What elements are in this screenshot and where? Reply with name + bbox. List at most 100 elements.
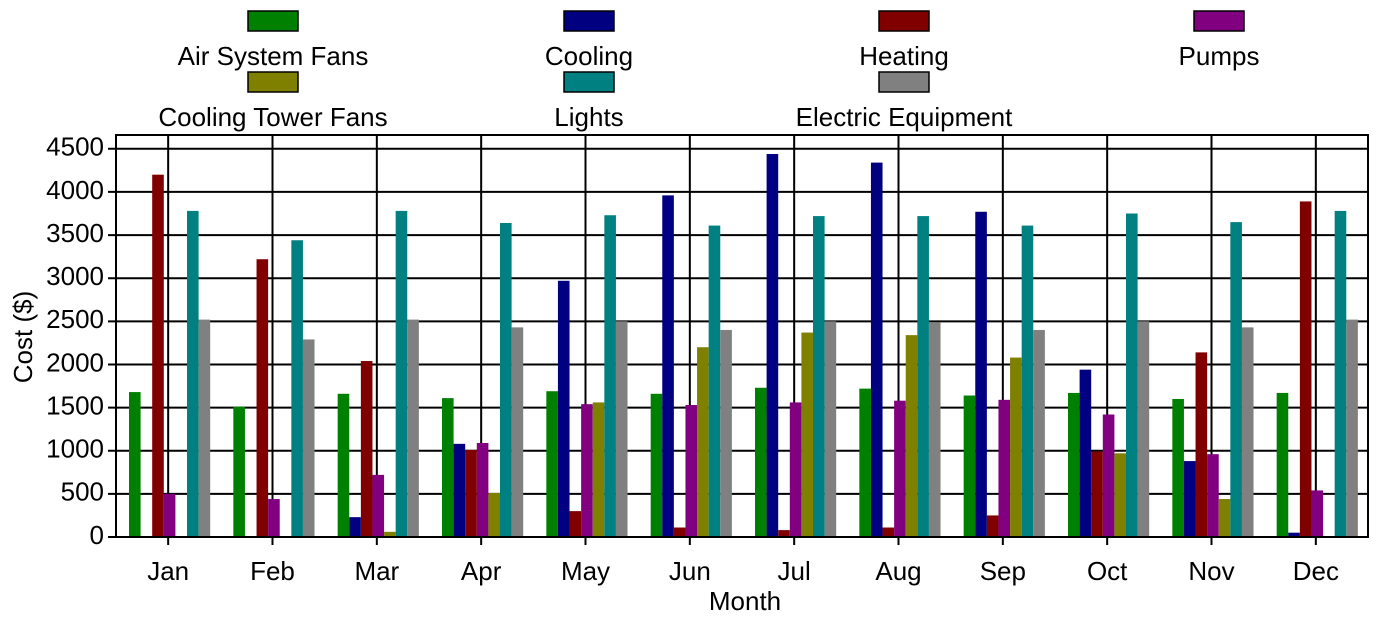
x-tick-label: Nov [1188, 556, 1234, 586]
bar [789, 402, 802, 537]
bar [778, 530, 790, 537]
bar [963, 395, 976, 537]
bar [894, 400, 906, 537]
bar [187, 210, 199, 537]
bar [546, 391, 558, 537]
x-tick-label: Feb [250, 556, 295, 586]
y-tick-label: 2000 [46, 347, 104, 377]
x-tick-label: Oct [1087, 556, 1128, 586]
bar [453, 443, 466, 537]
plot-frame [115, 134, 1369, 538]
bar [1033, 329, 1045, 537]
x-tick-label: Jan [147, 556, 189, 586]
x-axis-label: Month [709, 586, 781, 616]
bar [395, 210, 408, 537]
bar [905, 335, 918, 537]
bar [1241, 327, 1254, 537]
x-tick-label: Aug [875, 556, 921, 586]
y-tick-label: 3000 [46, 261, 104, 291]
bar [1276, 392, 1289, 537]
bar [407, 319, 419, 537]
bar [708, 225, 721, 537]
bar [129, 392, 141, 537]
legend-label: Lights [554, 102, 623, 132]
y-tick-label: 2500 [46, 304, 104, 334]
legend-swatch [247, 71, 299, 93]
bar [604, 215, 616, 537]
bar [1102, 414, 1115, 537]
bar [859, 388, 871, 537]
y-tick-label: 3500 [46, 218, 104, 248]
x-tick-label: Apr [461, 556, 502, 586]
bar [198, 319, 211, 537]
bar [1126, 213, 1138, 538]
x-tick-label: Mar [354, 556, 399, 586]
bar [673, 527, 686, 537]
bar [372, 474, 385, 537]
bar [233, 406, 245, 537]
legend-label: Cooling Tower Fans [158, 102, 387, 132]
bar [1230, 222, 1242, 537]
bar [813, 216, 825, 537]
legend-label: Electric Equipment [796, 102, 1014, 132]
x-tick-label: Jul [778, 556, 811, 586]
bar [152, 174, 164, 537]
bar [1207, 454, 1219, 537]
bar [1346, 319, 1358, 537]
y-tick-label: 1500 [46, 390, 104, 420]
y-tick-label: 0 [90, 520, 104, 550]
bar [986, 515, 999, 537]
legend-swatch [247, 10, 299, 32]
bar [1114, 453, 1126, 537]
legend-label: Air System Fans [178, 41, 369, 71]
bar [650, 393, 663, 537]
bar [1334, 210, 1347, 537]
bar [337, 393, 350, 537]
legend-label: Heating [859, 41, 949, 71]
bar [685, 405, 698, 537]
bar [975, 211, 987, 537]
bar [163, 493, 176, 537]
bar [697, 347, 709, 537]
x-tick-label: Jun [669, 556, 711, 586]
bar [824, 321, 837, 537]
y-tick-label: 4500 [46, 132, 104, 162]
bar [1010, 357, 1022, 537]
y-tick-label: 500 [61, 477, 104, 507]
bar [801, 332, 813, 537]
legend-swatch [563, 71, 615, 93]
bar [870, 162, 883, 537]
bar [1079, 369, 1092, 537]
legend-swatch [878, 71, 930, 93]
bar [1299, 201, 1312, 537]
bar [662, 195, 674, 537]
bar [1172, 398, 1184, 537]
bar [1137, 321, 1150, 537]
legend-swatch [563, 10, 615, 32]
bar [1183, 461, 1196, 537]
y-tick-label: 4000 [46, 175, 104, 205]
y-axis-label: Cost ($) [8, 291, 38, 383]
bar [917, 216, 929, 537]
bar [302, 339, 315, 537]
legend-swatch [1193, 10, 1245, 32]
bar [766, 153, 779, 537]
x-tick-label: Sep [980, 556, 1026, 586]
bar [755, 387, 767, 537]
bar [442, 398, 454, 537]
bar [557, 280, 570, 537]
bar [592, 402, 605, 537]
bar [465, 449, 477, 537]
x-tick-label: May [561, 556, 610, 586]
bar [720, 329, 732, 537]
bar [1311, 490, 1324, 537]
bar [882, 527, 895, 537]
bar [1288, 532, 1300, 537]
legend-label: Pumps [1179, 41, 1260, 71]
bar [476, 442, 489, 537]
bar [1068, 392, 1080, 537]
bar [1218, 499, 1231, 537]
bar [500, 222, 512, 538]
bar [1021, 225, 1034, 537]
